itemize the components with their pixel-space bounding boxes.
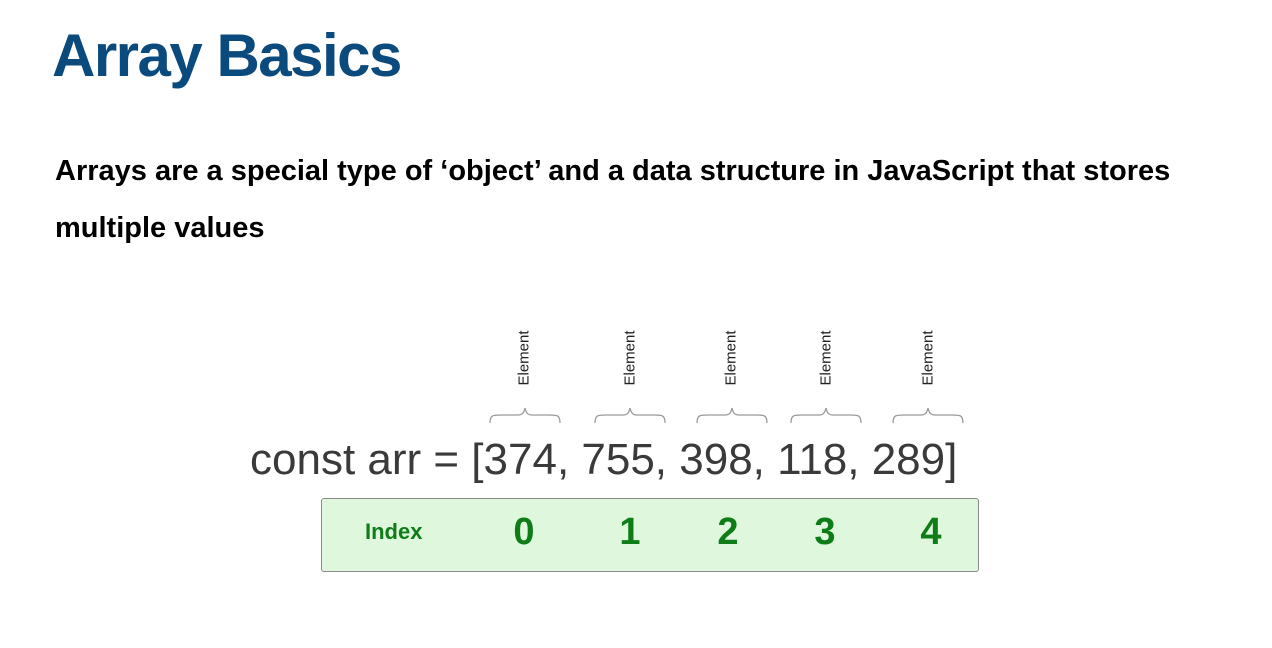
element-label-0: Element: [515, 330, 533, 386]
page-title: Array Basics: [52, 22, 402, 89]
brace-2: [696, 407, 768, 424]
index-0: 0: [513, 511, 535, 553]
element-label-3: Element: [817, 330, 835, 386]
index-box: [321, 498, 979, 572]
brace-0: [489, 407, 561, 424]
element-label-4: Element: [919, 330, 937, 386]
index-label: Index: [365, 519, 423, 544]
brace-3: [790, 407, 862, 424]
index-1: 1: [619, 511, 641, 553]
element-label-2: Element: [722, 330, 740, 386]
element-label-1: Element: [621, 330, 639, 386]
index-4: 4: [920, 511, 942, 553]
array-description: Arrays are a special type of ‘object’ an…: [55, 155, 1171, 244]
array-declaration: const arr = [374, 755, 398, 118, 289]: [250, 435, 958, 484]
index-2: 2: [717, 511, 739, 553]
brace-4: [892, 407, 964, 424]
index-3: 3: [814, 511, 836, 553]
brace-1: [594, 407, 666, 424]
